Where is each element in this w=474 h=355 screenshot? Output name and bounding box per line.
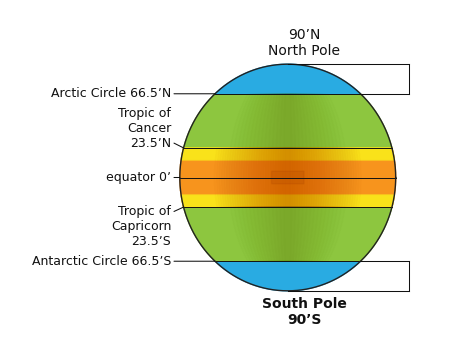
Text: Antarctic Circle 66.5ʼS: Antarctic Circle 66.5ʼS <box>32 255 215 268</box>
Polygon shape <box>181 190 395 207</box>
Text: 90ʼN
North Pole: 90ʼN North Pole <box>268 27 340 58</box>
Text: Tropic of
Cancer
23.5ʼN: Tropic of Cancer 23.5ʼN <box>118 107 183 150</box>
Polygon shape <box>181 148 394 160</box>
Polygon shape <box>272 171 304 184</box>
Polygon shape <box>181 195 394 207</box>
Text: South Pole
90ʼS: South Pole 90ʼS <box>262 297 346 328</box>
Polygon shape <box>183 207 392 261</box>
Polygon shape <box>183 94 392 148</box>
Polygon shape <box>180 165 396 190</box>
Text: equator 0ʼ: equator 0ʼ <box>106 171 180 184</box>
Text: Tropic of
Capricorn
23.5ʼS: Tropic of Capricorn 23.5ʼS <box>111 205 183 248</box>
Polygon shape <box>215 261 360 291</box>
Polygon shape <box>181 148 395 165</box>
Text: Arctic Circle 66.5ʼN: Arctic Circle 66.5ʼN <box>51 87 215 100</box>
Polygon shape <box>215 64 360 94</box>
